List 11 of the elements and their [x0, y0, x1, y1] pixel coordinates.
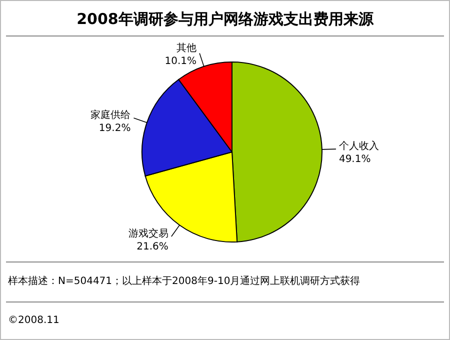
slice-label: 其他 — [176, 42, 197, 54]
data-label: 19.2% — [98, 123, 131, 134]
text: ©2008.11 — [8, 315, 60, 326]
slice-label: 游戏交易 — [128, 228, 168, 240]
slice-label: 家庭供给 — [90, 109, 131, 122]
data-label: 21.6% — [136, 242, 168, 253]
text: 样本描述：N=504471；以上样本于2008年9-10月通过网上联机调研方式获得 — [8, 275, 360, 287]
chart-title: 2008年调研参与用户网络游戏支出费用来源 — [76, 10, 374, 28]
data-label: 10.1% — [164, 56, 197, 68]
data-label: 49.1% — [338, 154, 371, 166]
slice-label: 个人收入 — [338, 140, 379, 152]
